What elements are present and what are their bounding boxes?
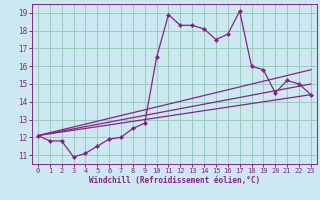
X-axis label: Windchill (Refroidissement éolien,°C): Windchill (Refroidissement éolien,°C) — [89, 176, 260, 185]
